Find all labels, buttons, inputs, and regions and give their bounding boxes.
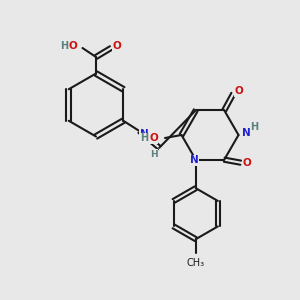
Text: O: O [242, 158, 251, 168]
Text: N: N [190, 155, 199, 165]
Text: O: O [112, 41, 121, 52]
Text: H: H [140, 133, 149, 143]
Text: O: O [149, 133, 158, 143]
Text: O: O [234, 86, 243, 96]
Text: CH₃: CH₃ [187, 258, 205, 268]
Text: H: H [60, 41, 68, 52]
Text: O: O [68, 41, 77, 52]
Text: N: N [242, 128, 250, 139]
Text: N: N [140, 129, 149, 139]
Text: H: H [150, 150, 158, 159]
Text: H: H [250, 122, 258, 133]
